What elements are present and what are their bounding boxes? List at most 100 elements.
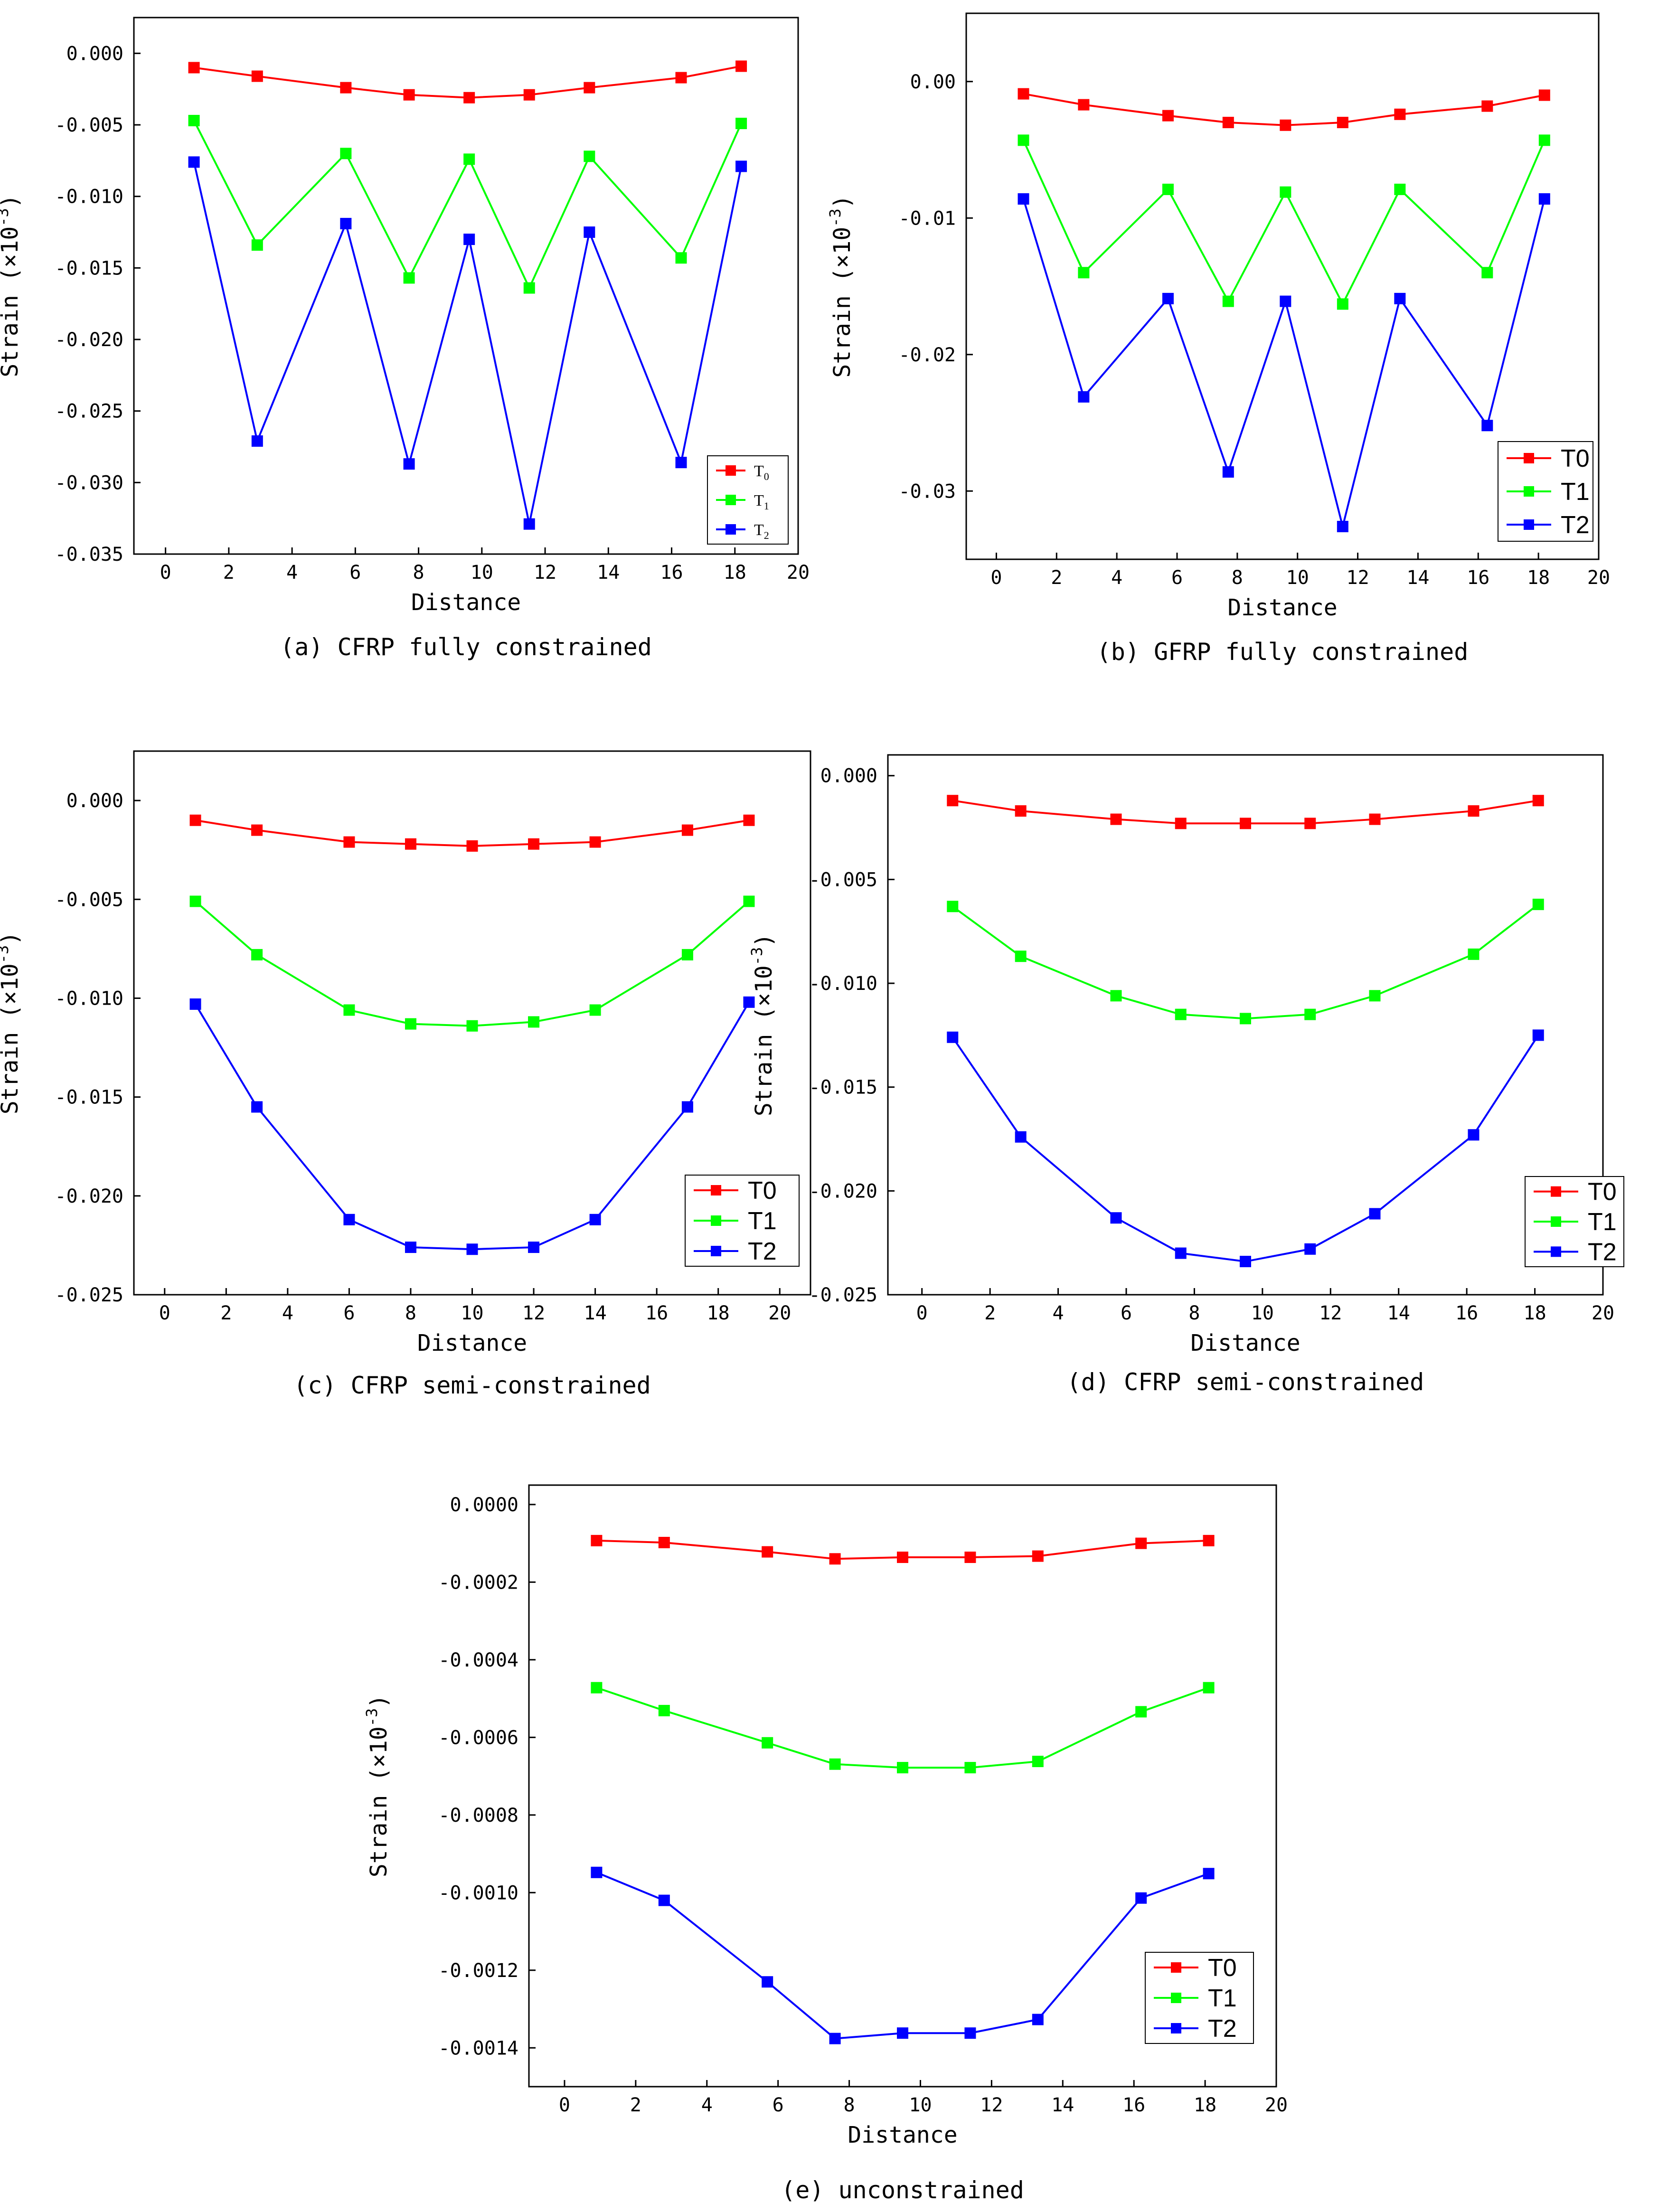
series-line-T1: [193, 120, 742, 291]
data-point-T2: [463, 234, 475, 245]
x-tick-label: 0: [916, 1302, 928, 1324]
data-point-T1: [762, 1737, 773, 1749]
data-point-T2: [1018, 193, 1029, 205]
data-point-T1: [1280, 186, 1291, 198]
data-point-T2: [1110, 1212, 1122, 1224]
y-axis-title-text: Strain: [0, 281, 23, 377]
x-tick-label: 12: [1319, 1302, 1342, 1324]
data-point-T1: [743, 895, 755, 907]
x-tick-label: 18: [707, 1302, 730, 1324]
data-point-T2: [681, 1101, 693, 1113]
x-tick-label: 0: [160, 562, 171, 584]
data-point-T0: [523, 89, 535, 101]
data-point-T2: [1481, 420, 1493, 432]
data-point-T2: [658, 1894, 670, 1906]
y-tick-label: -0.01: [899, 207, 956, 229]
data-point-T2: [735, 160, 747, 172]
y-tick-label: -0.020: [55, 329, 124, 351]
x-tick-label: 14: [1051, 2094, 1074, 2116]
data-point-T1: [188, 114, 200, 126]
series-line-T2: [596, 1871, 1209, 2040]
data-point-T1: [1110, 990, 1122, 1002]
x-tick-label: 18: [1527, 567, 1550, 589]
x-tick-label: 2: [1051, 567, 1062, 589]
y-axis-title-close: ): [751, 933, 777, 947]
legend-label: T2: [754, 521, 769, 541]
data-point-T1: [466, 1020, 478, 1032]
data-point-T1: [1240, 1013, 1251, 1025]
data-point-T2: [743, 996, 755, 1008]
data-point-T1: [189, 895, 201, 907]
y-tick-label: -0.025: [55, 1284, 124, 1306]
y-tick-label: -0.0014: [438, 2037, 518, 2059]
data-point-T1: [343, 1004, 355, 1016]
data-point-T2: [589, 1214, 601, 1225]
x-tick-label: 4: [282, 1302, 293, 1324]
data-point-T0: [1162, 110, 1174, 122]
x-tick-label: 4: [701, 2094, 713, 2116]
data-point-T0: [1304, 818, 1316, 829]
data-point-T2: [528, 1242, 540, 1253]
legend-swatch-marker: [1551, 1216, 1561, 1227]
x-tick-label: 10: [461, 1302, 483, 1324]
data-point-T2: [1032, 2014, 1044, 2025]
legend-label: T0: [748, 1177, 777, 1205]
x-tick-label: 20: [768, 1302, 791, 1324]
data-point-T0: [251, 70, 263, 82]
x-tick-label: 10: [1251, 1302, 1274, 1324]
data-point-T0: [1175, 818, 1187, 829]
y-tick-label: 0.000: [66, 43, 123, 65]
y-tick-label: -0.010: [55, 186, 124, 208]
y-axis-title-exponent: -3: [826, 208, 844, 227]
panel-caption: (a) CFRP fully constrained: [280, 633, 652, 661]
x-axis-title: Distance: [1190, 1330, 1300, 1356]
data-point-T1: [1481, 267, 1493, 279]
data-point-T0: [1110, 813, 1122, 825]
data-point-T2: [1135, 1892, 1147, 1904]
series-line-T2: [952, 1035, 1539, 1263]
series-line-T1: [195, 900, 750, 1027]
y-tick-label: -0.025: [809, 1284, 878, 1306]
data-point-T0: [340, 82, 352, 94]
x-tick-label: 20: [787, 562, 810, 584]
x-tick-label: 4: [1053, 1302, 1064, 1324]
plot-frame: [887, 754, 1604, 1296]
data-point-T1: [681, 949, 693, 960]
y-axis-title: Strain (×10-3): [0, 194, 23, 377]
legend-label: T0: [754, 462, 769, 482]
data-point-T0: [463, 92, 475, 104]
y-tick-label: -0.005: [55, 114, 124, 136]
legend-label-main: T: [754, 462, 764, 480]
data-point-T1: [1018, 134, 1029, 146]
data-point-T0: [762, 1546, 773, 1558]
y-tick-label: 0.0000: [450, 1494, 519, 1516]
data-point-T2: [188, 156, 200, 168]
x-axis-title: Distance: [417, 1330, 527, 1356]
data-point-T0: [188, 62, 200, 74]
legend-swatch-marker: [711, 1185, 721, 1195]
y-tick-label: -0.0008: [438, 1805, 518, 1826]
data-point-T1: [1032, 1756, 1044, 1768]
data-point-T2: [523, 518, 535, 530]
y-tick-label: -0.0012: [438, 1960, 518, 1982]
y-tick-label: -0.010: [809, 973, 878, 995]
y-axis-title-unit: (×10: [751, 965, 777, 1020]
data-point-T2: [1304, 1243, 1316, 1255]
x-tick-label: 2: [220, 1302, 232, 1324]
x-tick-label: 4: [1111, 567, 1122, 589]
y-axis-title-exponent: -3: [0, 945, 12, 964]
series-line-T2: [193, 161, 743, 525]
data-point-T2: [584, 226, 595, 238]
y-tick-label: -0.005: [55, 889, 124, 911]
x-axis-title: Distance: [411, 589, 521, 616]
data-point-T1: [591, 1682, 603, 1694]
plot-frame: [133, 17, 799, 555]
data-point-T0: [658, 1536, 670, 1548]
data-point-T0: [947, 795, 959, 807]
data-point-T2: [1203, 1868, 1215, 1880]
x-tick-label: 18: [724, 562, 746, 584]
series-line-T1: [596, 1686, 1209, 1769]
data-point-T0: [1538, 89, 1550, 101]
x-tick-label: 12: [1346, 567, 1369, 589]
y-axis-title-unit: (×10: [0, 226, 23, 282]
